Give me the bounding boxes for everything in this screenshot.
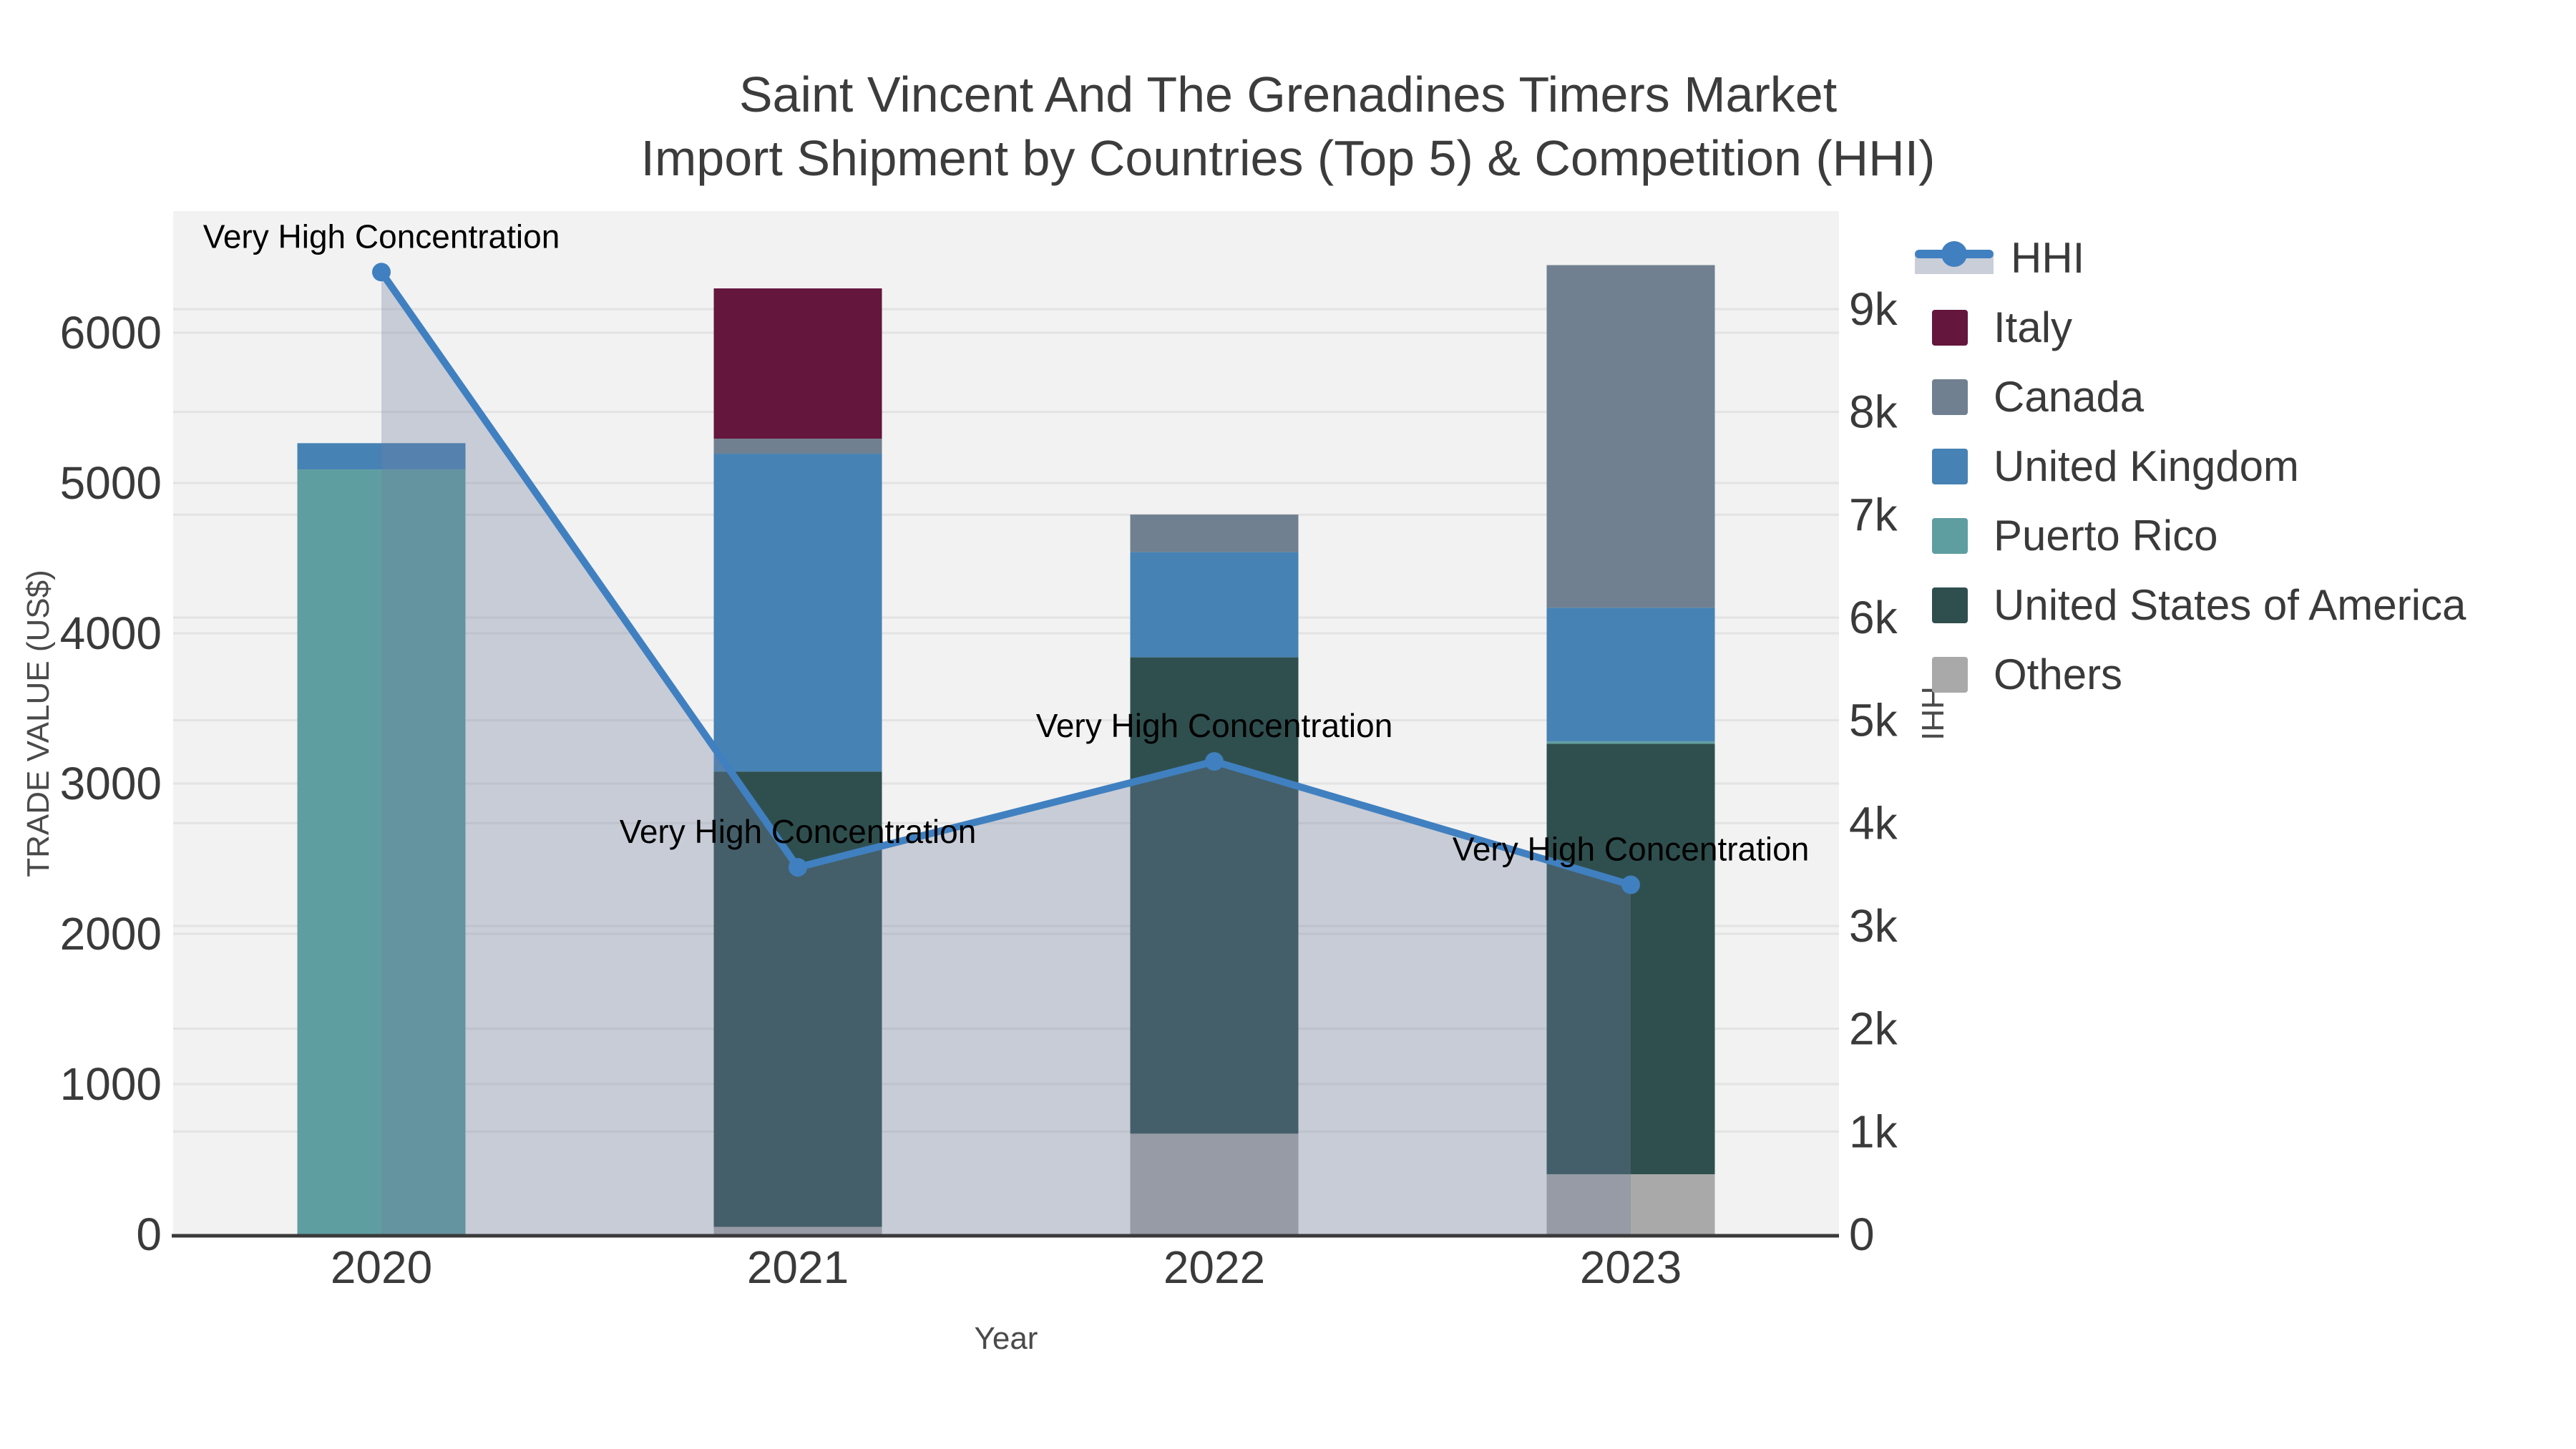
- legend: HHI Italy Canada United Kingdom Puerto R…: [1915, 223, 2466, 709]
- bar-segment-2022-others: [1130, 1133, 1299, 1234]
- x-tick-label-2022: 2022: [1163, 1241, 1265, 1293]
- legend-label: United Kingdom: [1994, 442, 2299, 490]
- hhi-point-2020: [372, 263, 391, 282]
- legend-label: Canada: [1994, 373, 2145, 421]
- annotation-2022: Very High Concentration: [1036, 707, 1393, 744]
- chart-title-line1: Saint Vincent And The Grenadines Timers …: [738, 67, 1838, 122]
- y-right-tick-label-2k: 2k: [1849, 1003, 1898, 1055]
- chart-title: Saint Vincent And The Grenadines Timers …: [0, 63, 2576, 190]
- x-tick-label-2020: 2020: [331, 1241, 432, 1293]
- hhi-line: [378, 270, 1632, 889]
- y-left-tick-label-4000: 4000: [60, 608, 162, 659]
- y-left-tick-label-0: 0: [136, 1209, 162, 1260]
- y-right-tick-label-4k: 4k: [1849, 797, 1898, 849]
- legend-item-canada: Canada: [1932, 362, 2466, 431]
- legend-item-italy: Italy: [1932, 293, 2466, 362]
- hhi-line-marker-icon: [1915, 238, 1994, 278]
- bar-segment-2021-united-states-of-america: [713, 771, 882, 1227]
- y-left-axis-title: TRADE VALUE (US$): [21, 570, 56, 877]
- others-swatch-icon: [1932, 656, 1968, 693]
- canada-swatch-icon: [1932, 379, 1968, 415]
- usa-swatch-icon: [1932, 587, 1968, 623]
- y-right-tick-label-9k: 9k: [1849, 283, 1898, 335]
- y-left-tick-label-6000: 6000: [60, 307, 162, 358]
- y-right-tick-label-7k: 7k: [1849, 489, 1898, 540]
- legend-label: Puerto Rico: [1994, 512, 2218, 560]
- bar-segment-2022-united-states-of-america: [1130, 657, 1299, 1134]
- y-right-tick-label-0: 0: [1849, 1209, 1875, 1260]
- y-left-tick-label-2000: 2000: [60, 908, 162, 960]
- bar-segment-2020-puerto-rico: [297, 469, 466, 1234]
- bar-segment-2021-others: [713, 1226, 882, 1234]
- bar-segment-2021-italy: [713, 288, 882, 439]
- y-left-tick-label-3000: 3000: [60, 758, 162, 809]
- hhi-area-fill: [381, 272, 1631, 1234]
- bar-segment-2021-canada: [713, 439, 882, 454]
- bar-segment-2023-others: [1546, 1174, 1715, 1234]
- bar-segment-2023-puerto-rico: [1546, 741, 1715, 744]
- hhi-point-2022: [1205, 752, 1224, 771]
- legend-item-others: Others: [1932, 640, 2466, 709]
- bar-segment-2022-united-kingdom: [1130, 552, 1299, 658]
- annotation-2023: Very High Concentration: [1453, 831, 1810, 868]
- hhi-point-2023: [1621, 875, 1640, 894]
- legend-item-hhi: HHI: [1915, 223, 2466, 293]
- legend-label: Italy: [1994, 303, 2073, 351]
- y-left-tick-label-1000: 1000: [60, 1058, 162, 1110]
- y-left-tick-label-5000: 5000: [60, 457, 162, 509]
- bar-segment-2023-united-kingdom: [1546, 608, 1715, 742]
- hhi-point-2021: [789, 858, 807, 877]
- y-right-tick-label-8k: 8k: [1849, 386, 1898, 438]
- x-tick-label-2021: 2021: [747, 1241, 849, 1293]
- y-right-tick-label-5k: 5k: [1849, 695, 1898, 746]
- y-right-tick-label-3k: 3k: [1849, 900, 1898, 952]
- annotation-2020: Very High Concentration: [203, 218, 560, 255]
- italy-swatch-icon: [1932, 309, 1968, 346]
- legend-label: Others: [1994, 650, 2123, 698]
- x-axis-title: Year: [974, 1321, 1038, 1356]
- legend-item-puerto-rico: Puerto Rico: [1932, 501, 2466, 570]
- annotation-2021: Very High Concentration: [620, 813, 977, 850]
- united-kingdom-swatch-icon: [1932, 448, 1968, 484]
- puerto-rico-swatch-icon: [1932, 517, 1968, 554]
- bar-segment-2023-united-states-of-america: [1546, 743, 1715, 1174]
- chart-title-line2: Import Shipment by Countries (Top 5) & C…: [640, 130, 1936, 186]
- legend-label: HHI: [2011, 234, 2085, 282]
- legend-label: United States of America: [1994, 581, 2467, 629]
- bar-segment-2020-united-kingdom: [297, 443, 466, 470]
- bar-segment-2022-canada: [1130, 514, 1299, 552]
- y-right-tick-label-6k: 6k: [1849, 592, 1898, 643]
- x-tick-label-2023: 2023: [1580, 1241, 1682, 1293]
- bar-segment-2023-canada: [1546, 265, 1715, 608]
- y-right-tick-label-1k: 1k: [1849, 1106, 1898, 1157]
- legend-item-usa: United States of America: [1932, 570, 2466, 640]
- legend-item-united-kingdom: United Kingdom: [1932, 431, 2466, 501]
- bar-segment-2021-united-kingdom: [713, 454, 882, 772]
